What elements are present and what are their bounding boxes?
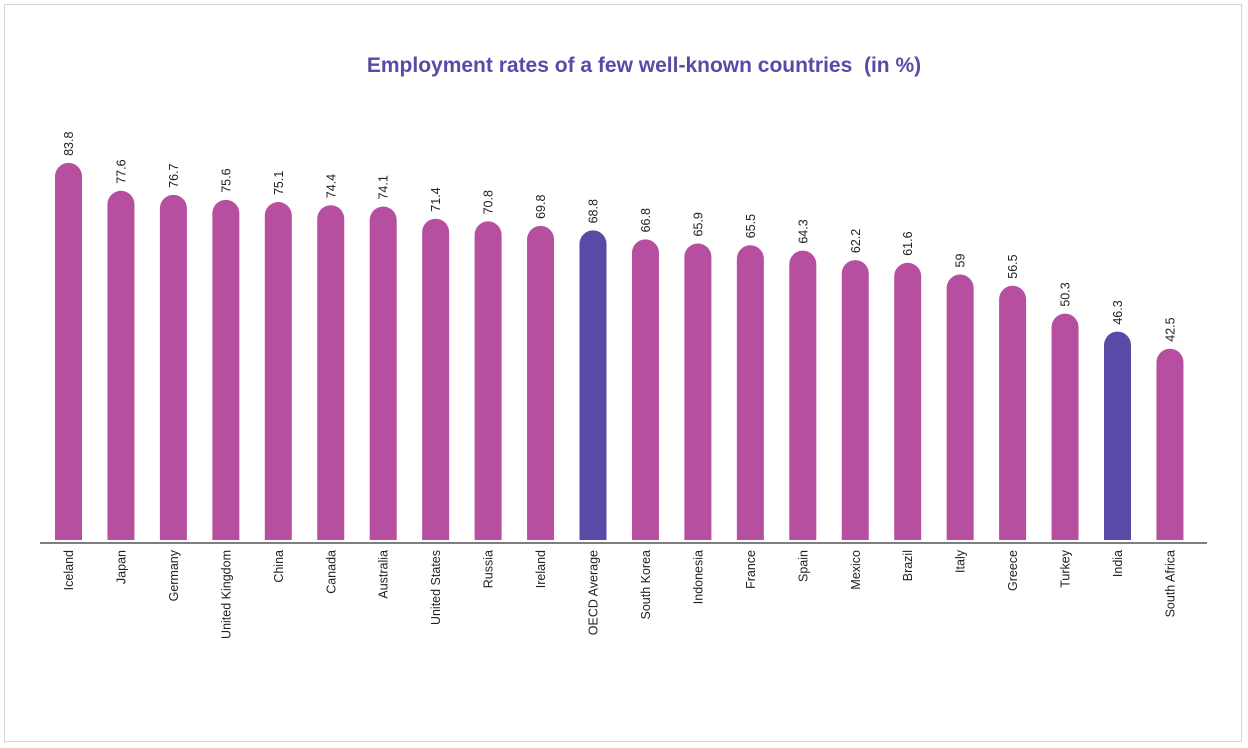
bar-russia [474, 221, 502, 540]
value-label-japan: 77.6 [114, 159, 128, 183]
bar-turkey [1051, 313, 1079, 540]
value-label-united-states: 71.4 [429, 187, 443, 211]
value-label-turkey: 50.3 [1059, 282, 1073, 306]
category-label-united-states: United States [429, 550, 443, 625]
category-label-spain: Spain [796, 550, 810, 582]
value-label-australia: 74.1 [377, 175, 391, 199]
category-label-china: China [272, 550, 286, 583]
value-label-china: 75.1 [272, 171, 286, 195]
value-label-iceland: 83.8 [62, 132, 76, 156]
category-label-iceland: Iceland [62, 550, 76, 590]
value-label-oecd-average: 68.8 [587, 199, 601, 223]
category-label-canada: Canada [324, 550, 338, 594]
bar-italy [946, 274, 974, 540]
category-label-italy: Italy [954, 549, 968, 573]
bar-iceland [55, 162, 82, 540]
value-label-south-africa: 42.5 [1163, 317, 1177, 341]
value-label-brazil: 61.6 [901, 231, 915, 255]
bar-china [264, 202, 292, 541]
value-label-united-kingdom: 75.6 [219, 168, 233, 192]
category-label-turkey: Turkey [1059, 549, 1073, 587]
value-label-russia: 70.8 [482, 190, 496, 214]
value-label-spain: 64.3 [796, 219, 810, 243]
bar-mexico [841, 260, 869, 540]
value-label-ireland: 69.8 [534, 195, 548, 219]
bar-ireland [527, 225, 555, 540]
category-label-oecd-average: OECD Average [587, 550, 601, 635]
bar-india [1104, 331, 1131, 540]
bar-france [736, 245, 764, 540]
value-label-canada: 74.4 [324, 174, 338, 198]
category-label-australia: Australia [377, 550, 391, 599]
bar-brazil [894, 262, 922, 540]
chart-title: Employment rates of a few well-known cou… [366, 54, 922, 77]
category-label-indonesia: Indonesia [691, 550, 705, 604]
bar-oecd-average [579, 230, 607, 540]
value-label-indonesia: 65.9 [691, 212, 705, 236]
category-label-germany: Germany [167, 549, 181, 601]
value-label-mexico: 62.2 [849, 229, 863, 253]
category-label-south-korea: South Korea [639, 550, 653, 620]
bar-south-africa [1156, 348, 1184, 540]
category-labels-group: Iceland Japan Germany United Kingdom China Ca… [62, 549, 1177, 639]
value-label-germany: 76.7 [167, 163, 181, 187]
category-label-ireland: Ireland [534, 550, 548, 588]
value-label-greece: 56.5 [1006, 254, 1020, 278]
bar-spain [789, 250, 817, 540]
category-label-south-africa: South Africa [1163, 550, 1177, 617]
category-label-united-kingdom: United Kingdom [219, 550, 233, 639]
value-label-italy: 59 [954, 254, 968, 268]
bar-south-korea [631, 239, 659, 540]
category-label-india: India [1111, 550, 1125, 577]
bar-australia [369, 206, 397, 540]
bar-indonesia [684, 243, 712, 540]
bar-canada [317, 205, 345, 540]
bar-japan [107, 190, 135, 541]
bar-greece [999, 285, 1027, 540]
value-label-india: 46.3 [1111, 300, 1125, 324]
chart-frame [4, 4, 1242, 742]
category-label-brazil: Brazil [901, 550, 915, 581]
category-label-russia: Russia [482, 550, 496, 588]
value-label-south-korea: 66.8 [639, 208, 653, 232]
category-label-greece: Greece [1006, 550, 1020, 591]
bars-group [55, 162, 1184, 541]
value-label-france: 65.5 [744, 214, 758, 238]
value-labels-group: 83.8 77.6 76.7 75.6 75.1 74.4 74.1 71.4 70.8 69.8… [62, 132, 1177, 342]
category-label-japan: Japan [114, 550, 128, 584]
category-label-france: France [744, 550, 758, 589]
category-label-mexico: Mexico [849, 550, 863, 590]
bar-united-kingdom [212, 199, 240, 541]
bar-germany [159, 194, 187, 540]
bar-united-states [422, 218, 450, 540]
